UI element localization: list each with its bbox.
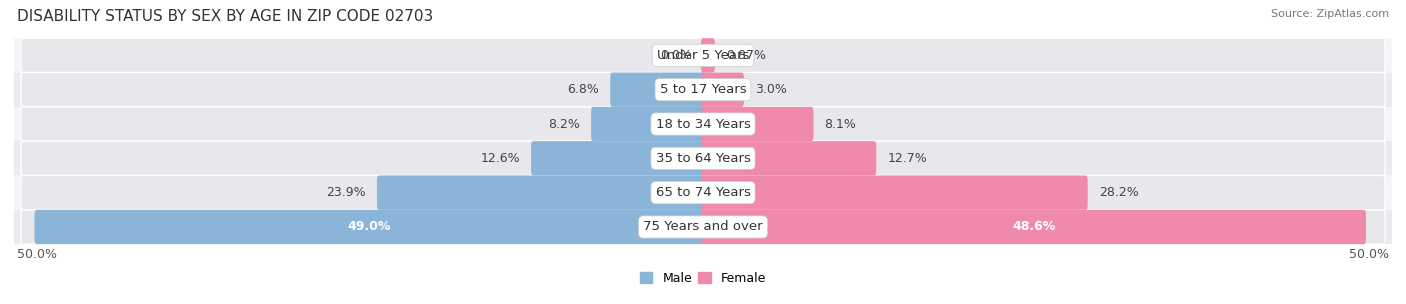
Text: 5 to 17 Years: 5 to 17 Years [659,83,747,96]
Text: 48.6%: 48.6% [1012,220,1056,233]
FancyBboxPatch shape [7,175,1399,210]
FancyBboxPatch shape [21,38,1385,73]
Text: 12.7%: 12.7% [887,152,927,165]
FancyBboxPatch shape [610,73,704,107]
FancyBboxPatch shape [702,107,814,141]
FancyBboxPatch shape [702,141,876,175]
Text: 23.9%: 23.9% [326,186,366,199]
FancyBboxPatch shape [702,38,714,73]
FancyBboxPatch shape [591,107,704,141]
FancyBboxPatch shape [21,175,1385,210]
Text: Source: ZipAtlas.com: Source: ZipAtlas.com [1271,9,1389,19]
Text: Under 5 Years: Under 5 Years [657,49,749,62]
Text: 49.0%: 49.0% [347,220,391,233]
FancyBboxPatch shape [702,210,1367,244]
FancyBboxPatch shape [21,107,1385,141]
Text: 35 to 64 Years: 35 to 64 Years [655,152,751,165]
FancyBboxPatch shape [21,210,1385,244]
FancyBboxPatch shape [7,141,1399,175]
Text: 8.1%: 8.1% [824,118,856,130]
Text: 50.0%: 50.0% [1350,248,1389,261]
Text: 28.2%: 28.2% [1098,186,1139,199]
Text: 12.6%: 12.6% [481,152,520,165]
FancyBboxPatch shape [702,175,1088,210]
Text: 0.87%: 0.87% [725,49,766,62]
FancyBboxPatch shape [21,73,1385,107]
Text: 18 to 34 Years: 18 to 34 Years [655,118,751,130]
Text: 8.2%: 8.2% [548,118,581,130]
Legend: Male, Female: Male, Female [636,267,770,290]
FancyBboxPatch shape [702,73,744,107]
Text: DISABILITY STATUS BY SEX BY AGE IN ZIP CODE 02703: DISABILITY STATUS BY SEX BY AGE IN ZIP C… [17,9,433,24]
FancyBboxPatch shape [377,175,704,210]
FancyBboxPatch shape [21,141,1385,175]
Text: 65 to 74 Years: 65 to 74 Years [655,186,751,199]
FancyBboxPatch shape [7,73,1399,107]
Text: 6.8%: 6.8% [568,83,599,96]
FancyBboxPatch shape [7,210,1399,244]
FancyBboxPatch shape [531,141,704,175]
Text: 75 Years and over: 75 Years and over [643,220,763,233]
Text: 50.0%: 50.0% [17,248,56,261]
Text: 0.0%: 0.0% [659,49,692,62]
FancyBboxPatch shape [7,107,1399,141]
Text: 3.0%: 3.0% [755,83,787,96]
FancyBboxPatch shape [35,210,704,244]
FancyBboxPatch shape [7,38,1399,73]
